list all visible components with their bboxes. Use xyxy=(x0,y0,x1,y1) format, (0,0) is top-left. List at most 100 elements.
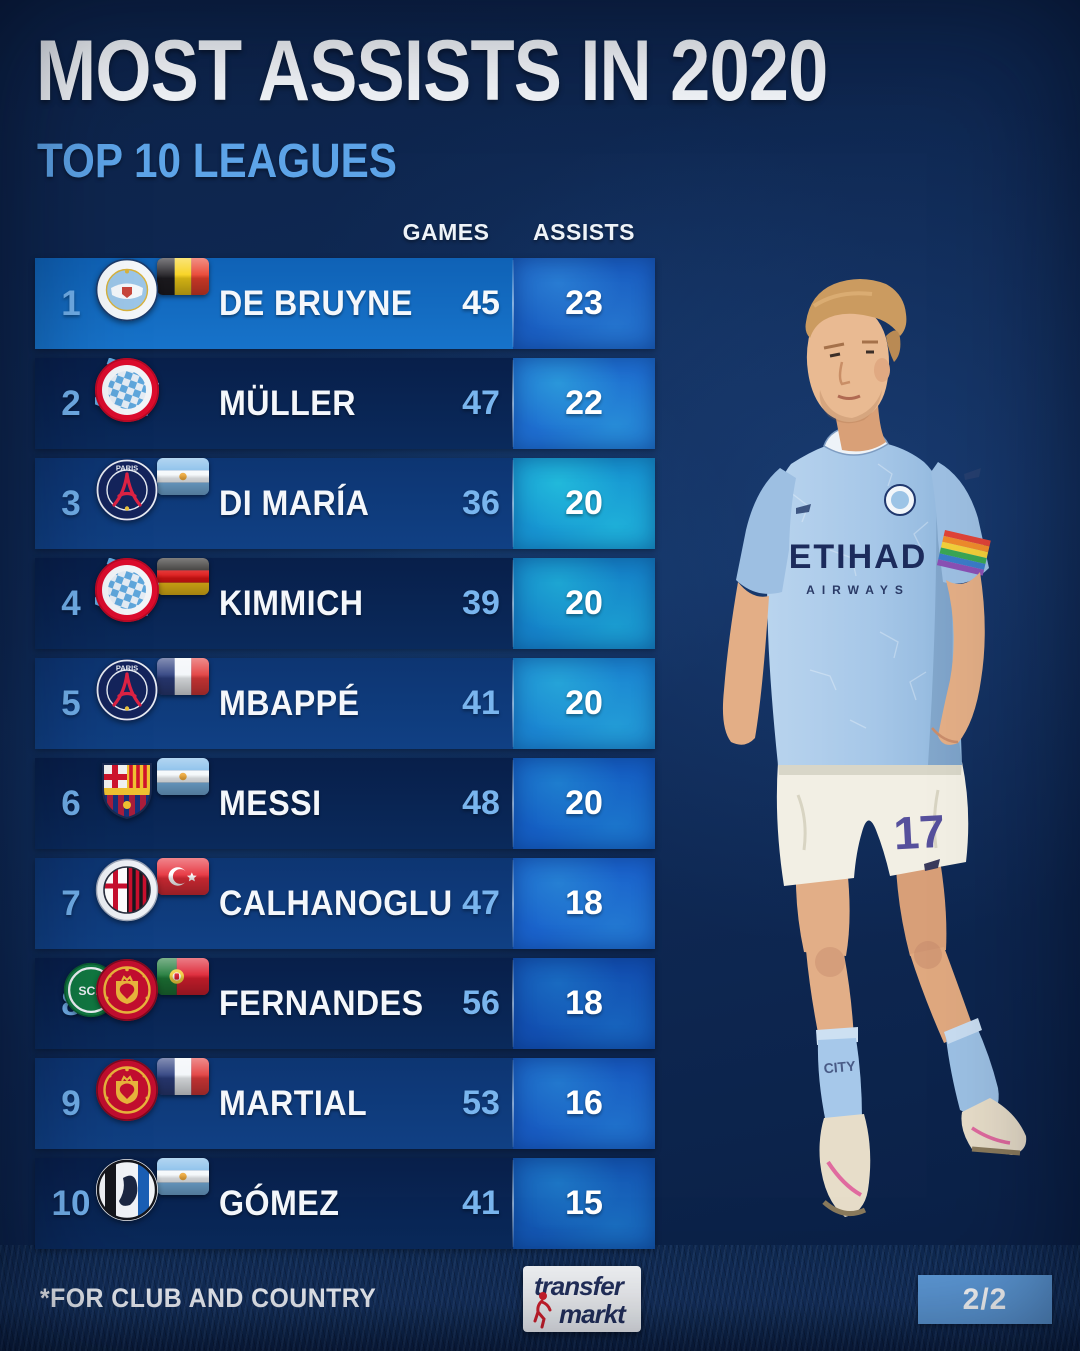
puma-logo-sleeve xyxy=(964,468,981,480)
assists-table-body: 1 DE BRUYNE 45 23 2 MÜLLER 47 22 3 PARIS… xyxy=(35,258,655,1258)
assists-cell: 20 xyxy=(512,658,655,749)
svg-text:PARIS: PARIS xyxy=(116,464,138,473)
assists-count: 18 xyxy=(565,984,603,1022)
assists-count: 18 xyxy=(565,884,603,922)
assists-cell: 16 xyxy=(512,1058,655,1149)
assists-count: 20 xyxy=(565,584,603,622)
transfermarkt-kicker-icon xyxy=(533,1292,552,1329)
club-badge-man-united: SCP xyxy=(63,958,159,1022)
assists-cell: 15 xyxy=(512,1158,655,1249)
player-name: GÓMEZ xyxy=(219,1183,340,1223)
player-name: DE BRUYNE xyxy=(219,283,413,323)
assists-count: 20 xyxy=(565,784,603,822)
player-sleeves xyxy=(736,462,991,594)
shirt-sponsor: ETIHAD xyxy=(789,538,928,576)
footnote: *FOR CLUB AND COUNTRY xyxy=(40,1283,377,1313)
assists-cell: 22 xyxy=(512,358,655,449)
club-badge-psg: PARIS xyxy=(95,458,159,522)
column-header-assists: ASSISTS xyxy=(533,219,635,245)
assists-count: 16 xyxy=(565,1084,603,1122)
shirt-sponsor-sub: AIRWAYS xyxy=(806,583,910,597)
player-photo: CITY 17 ETIHAD AIRWAYS xyxy=(722,279,1027,1217)
flag-argentina xyxy=(157,458,209,495)
transfermarkt-logo: transfer markt xyxy=(523,1266,641,1332)
assists-count: 15 xyxy=(565,1184,603,1222)
rank-number: 1 xyxy=(61,283,81,323)
club-badge-barcelona xyxy=(95,758,159,822)
rank-number: 6 xyxy=(61,783,81,823)
player-arms xyxy=(722,572,985,745)
assists-count: 20 xyxy=(565,684,603,722)
flag-portugal xyxy=(157,958,209,995)
transfermarkt-logo-line1: transfer xyxy=(534,1271,624,1301)
rank-number: 10 xyxy=(51,1183,91,1223)
games-count: 41 xyxy=(462,684,500,722)
player-shorts: 17 xyxy=(776,762,969,886)
table-row-4: 4 KIMMICH 39 20 xyxy=(35,558,655,649)
club-badge-atalanta xyxy=(95,1158,159,1222)
table-row-2: 2 MÜLLER 47 22 xyxy=(35,358,655,449)
club-badge-bayern xyxy=(95,558,159,622)
rank-number: 3 xyxy=(61,483,81,523)
assists-count: 23 xyxy=(565,284,603,322)
player-name: MESSI xyxy=(219,783,322,823)
club-badge-man-city xyxy=(95,258,159,322)
flag-argentina xyxy=(157,758,209,795)
player-name: DI MARÍA xyxy=(219,483,370,523)
flag-germany xyxy=(157,558,209,595)
club-badge-milan xyxy=(95,858,159,922)
table-row-10: 10 GÓMEZ 41 15 xyxy=(35,1158,655,1249)
sock-text: CITY xyxy=(823,1058,857,1077)
assists-cell: 20 xyxy=(512,558,655,649)
assists-cell: 20 xyxy=(512,458,655,549)
club-badge-psg: PARIS xyxy=(95,658,159,722)
assists-cell: 18 xyxy=(512,858,655,949)
rank-number: 9 xyxy=(61,1083,81,1123)
column-header-games: GAMES xyxy=(402,219,490,245)
games-count: 53 xyxy=(462,1084,500,1122)
rank-number: 5 xyxy=(61,683,81,723)
games-count: 45 xyxy=(462,284,500,322)
flag-argentina xyxy=(157,1158,209,1195)
rank-number: 4 xyxy=(61,583,81,623)
assists-cell: 23 xyxy=(512,258,655,349)
games-count: 47 xyxy=(462,384,500,422)
player-back-leg xyxy=(896,860,1027,1156)
club-badge-bayern xyxy=(95,358,159,422)
table-row-6: 6 MESSI 48 20 xyxy=(35,758,655,849)
club-crest-on-shirt xyxy=(884,484,916,516)
assists-count: 20 xyxy=(565,484,603,522)
games-count: 48 xyxy=(462,784,500,822)
table-row-8: 8 SCP FERNANDES 56 18 xyxy=(35,958,655,1049)
player-name: MARTIAL xyxy=(219,1083,368,1123)
table-row-7: 7 CALHANOGLU 47 18 xyxy=(35,858,655,949)
flag-france xyxy=(157,658,209,695)
svg-text:PARIS: PARIS xyxy=(116,664,138,673)
transfermarkt-logo-line2: markt xyxy=(559,1299,626,1329)
games-count: 41 xyxy=(462,1184,500,1222)
player-front-leg: CITY xyxy=(795,870,871,1217)
games-count: 39 xyxy=(462,584,500,622)
flag-france xyxy=(157,1058,209,1095)
player-jersey: ETIHAD AIRWAYS xyxy=(767,440,981,765)
player-name: MÜLLER xyxy=(219,383,356,423)
games-count: 36 xyxy=(462,484,500,522)
club-badge-man-united xyxy=(95,1058,159,1122)
rainbow-captain-armband xyxy=(936,530,991,576)
page-title: MOST ASSISTS IN 2020 xyxy=(36,23,828,119)
table-row-5: 5 PARIS MBAPPÉ 41 20 xyxy=(35,658,655,749)
player-name: CALHANOGLU xyxy=(219,883,453,923)
assists-cell: 18 xyxy=(512,958,655,1049)
games-count: 47 xyxy=(462,884,500,922)
flag-turkey xyxy=(157,858,209,895)
page-subtitle: TOP 10 LEAGUES xyxy=(37,135,397,188)
player-name: KIMMICH xyxy=(219,583,364,623)
games-count: 56 xyxy=(462,984,500,1022)
player-name: MBAPPÉ xyxy=(219,683,360,723)
player-head xyxy=(805,279,907,452)
rank-number: 2 xyxy=(61,383,81,423)
assists-count: 22 xyxy=(565,384,603,422)
table-row-3: 3 PARIS DI MARÍA 36 20 xyxy=(35,458,655,549)
table-row-1: 1 DE BRUYNE 45 23 xyxy=(35,258,655,349)
